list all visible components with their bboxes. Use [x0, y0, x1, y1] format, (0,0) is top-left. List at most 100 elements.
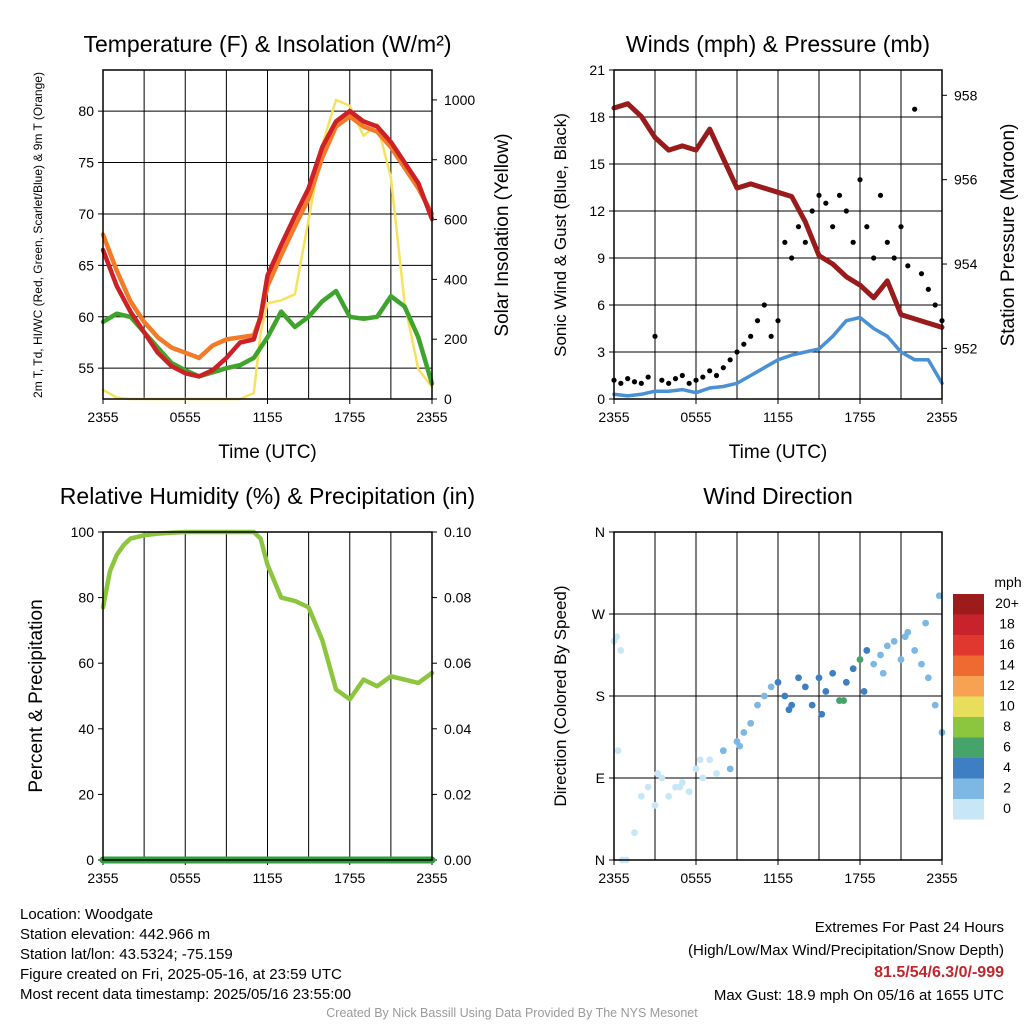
y-tick-label: 15 — [589, 156, 605, 172]
x-tick-label: 0555 — [680, 870, 711, 886]
y-right-tick-label: 0 — [444, 391, 452, 407]
gust-point — [666, 380, 672, 386]
y-right-tick-label: 0.04 — [444, 721, 471, 737]
wind-speed-line — [612, 315, 944, 398]
y-tick-label: 60 — [78, 655, 94, 671]
gust-point — [761, 302, 767, 308]
humidity-precipitation-panel: 2355 0555 1155 1755 2355 Relative Humidity (%… — [26, 483, 475, 886]
gust-point — [775, 318, 781, 324]
direction-point — [883, 642, 891, 650]
gust-point — [809, 208, 815, 214]
x-tick-label: 2355 — [416, 870, 447, 886]
y-right-tick-label: 800 — [444, 152, 468, 168]
direction-point — [870, 660, 878, 668]
direction-point — [877, 651, 884, 659]
gust-point — [768, 333, 774, 339]
x-axis-label: Time (UTC) — [729, 442, 828, 463]
gust-point — [720, 365, 726, 371]
direction-point — [760, 692, 768, 700]
direction-point — [644, 783, 652, 791]
y-tick-label: 3 — [597, 344, 605, 360]
x-tick-label: 1755 — [844, 870, 875, 886]
legend-label: 18 — [999, 616, 1015, 632]
legend-swatch — [953, 799, 984, 820]
legend-swatch — [953, 594, 984, 615]
chart-title: Wind Direction — [703, 483, 853, 509]
direction-point — [801, 683, 809, 691]
gust-point — [713, 372, 720, 379]
gust-point — [782, 239, 788, 245]
gust-point — [679, 372, 685, 379]
x-tick-label: 1155 — [252, 870, 282, 886]
direction-point — [747, 719, 755, 727]
y-tick-label: 20 — [78, 786, 94, 802]
legend-label: 14 — [999, 657, 1015, 673]
y-axis-label: Sonic Wind & Gust (Blue, Black) — [551, 113, 570, 357]
direction-point — [818, 710, 826, 718]
gust-point — [645, 374, 651, 380]
extremes-info: Extremes For Past 24 Hours (High/Low/Max… — [688, 917, 1004, 1007]
direction-point — [614, 747, 622, 755]
direction-point — [785, 706, 793, 714]
gust-point — [932, 302, 938, 308]
legend-label: 4 — [1003, 759, 1011, 775]
direction-point — [617, 647, 625, 654]
x-tick-label: 0555 — [170, 870, 201, 886]
wind-direction-panel: 2355 0555 1155 1755 2355 Wind Direction N E S W N D… — [551, 483, 1022, 886]
series-line — [100, 288, 435, 386]
gust-point — [830, 224, 836, 230]
direction-point — [699, 774, 707, 782]
legend-swatch — [953, 758, 984, 779]
y-tick-label: 80 — [78, 590, 94, 606]
direction-point — [911, 647, 919, 654]
y-right-tick-label: 956 — [954, 172, 978, 188]
extremes-subtitle: (High/Low/Max Wind/Precipitation/Snow De… — [688, 941, 1004, 959]
y-right-tick-label: 954 — [954, 256, 978, 272]
y-right-tick-label: 0.10 — [444, 524, 471, 540]
direction-point — [613, 633, 621, 641]
gust-point — [795, 224, 802, 230]
legend-swatch — [953, 676, 984, 697]
direction-point — [665, 792, 673, 800]
x-tick-label: 0555 — [170, 409, 201, 425]
y-right-tick-label: 1000 — [444, 92, 475, 108]
direction-point — [842, 678, 850, 686]
x-tick-label: 2355 — [598, 409, 629, 425]
gust-point — [912, 106, 918, 112]
legend-label: 16 — [999, 636, 1015, 652]
y-tick-label: 55 — [78, 360, 94, 376]
direction-point — [815, 674, 823, 682]
direction-point — [696, 756, 704, 764]
legend-label: 12 — [999, 677, 1015, 693]
x-tick-label: 2355 — [926, 870, 957, 886]
gust-point — [884, 239, 890, 245]
gust-point — [734, 349, 740, 355]
y-right-tick-label: 600 — [444, 212, 468, 228]
x-tick-label: 1155 — [763, 870, 793, 886]
direction-point — [922, 619, 929, 627]
gust-point — [836, 192, 843, 198]
gust-point — [652, 333, 658, 339]
max-gust: Max Gust: 18.9 mph On 05/16 at 1655 UTC — [713, 986, 1004, 1004]
gust-point — [918, 271, 925, 277]
humidity-line — [100, 529, 435, 702]
direction-point — [651, 801, 659, 809]
gust-point — [672, 376, 679, 382]
legend-swatch — [953, 635, 984, 656]
direction-point — [692, 765, 700, 773]
gust-point — [857, 177, 863, 183]
plot-frame — [102, 531, 433, 861]
x-tick-label: 2355 — [87, 870, 118, 886]
y-axis-label: Percent & Precipitation — [26, 599, 47, 792]
plot-frame — [613, 69, 943, 400]
direction-point — [726, 765, 734, 773]
legend-swatch — [953, 737, 984, 758]
y-right-tick-label: 400 — [444, 271, 468, 287]
station-elevation: Station elevation: 442.966 m — [20, 926, 211, 943]
extremes-values: 81.5/54/6.3/0/-999 — [874, 964, 1004, 981]
x-tick-label: 1155 — [763, 409, 793, 425]
direction-point — [829, 669, 837, 677]
direction-point — [767, 683, 775, 691]
y-tick-label: N — [595, 852, 605, 868]
